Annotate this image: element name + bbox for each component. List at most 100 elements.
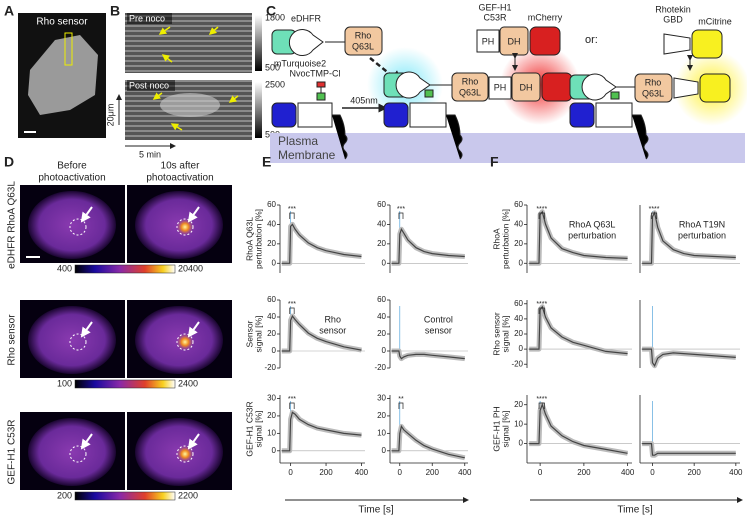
plot-annotation: RhoA T19N xyxy=(679,219,725,229)
row-label: GEF-H1 C53R xyxy=(7,419,18,484)
significance: **** xyxy=(536,301,547,308)
colorbar-label: 2500 xyxy=(265,79,285,89)
y-tick-label: 0 xyxy=(272,446,277,455)
plot-annotation: Rho xyxy=(324,314,341,324)
significance-bracket xyxy=(651,212,658,219)
kymo-label: Post noco xyxy=(129,80,169,90)
error-band xyxy=(391,423,466,461)
significance: *** xyxy=(397,206,405,213)
y-tick-label: 10 xyxy=(514,419,523,428)
x-tick-label: 200 xyxy=(577,468,591,477)
error-band xyxy=(281,409,362,454)
colorbar-label: 2200 xyxy=(178,490,198,500)
construct-label: Rhotekin xyxy=(655,4,691,14)
data-line xyxy=(281,314,362,352)
y-tick-label: 20 xyxy=(377,329,386,338)
y-axis-label: perturbation [%] xyxy=(253,209,263,269)
y-tick-label: 40 xyxy=(377,220,386,229)
construct-label: Q63L xyxy=(352,41,374,51)
roi xyxy=(69,445,87,463)
construct-label: DH xyxy=(520,82,533,92)
y-tick-label: 40 xyxy=(514,220,523,229)
light-label: 405nm xyxy=(350,95,378,105)
row-label: Rho sensor xyxy=(7,314,18,366)
arrow xyxy=(80,206,93,223)
scale-label: 20μm xyxy=(105,104,115,127)
label-bg xyxy=(127,13,172,24)
y-tick-label: -20 xyxy=(264,363,276,372)
data-line xyxy=(391,350,465,360)
y-axis-label: perturbation [%] xyxy=(500,209,510,269)
kymo-label: Pre noco xyxy=(129,13,165,23)
y-tick-label: 60 xyxy=(514,299,523,308)
y-tick-label: 0 xyxy=(382,446,387,455)
y-tick-label: 10 xyxy=(377,428,386,437)
significance-bracket xyxy=(398,402,404,409)
data-line xyxy=(281,411,362,452)
hotspot xyxy=(176,218,194,236)
y-tick-label: -20 xyxy=(511,359,523,368)
panel-e: E Time [s] xyxy=(262,154,469,516)
panel-letter: C xyxy=(266,3,276,19)
x-axis-label: Time [s] xyxy=(617,505,652,516)
image-label: Rho sensor xyxy=(36,17,88,28)
data-line xyxy=(642,443,736,456)
or-label: or: xyxy=(585,34,598,46)
construct-label: DH xyxy=(508,36,521,46)
arrow xyxy=(80,433,93,450)
plot-annotation: perturbation xyxy=(568,230,616,240)
arrow xyxy=(187,206,200,223)
membrane xyxy=(270,133,745,163)
y-axis-label: signal [%] xyxy=(253,411,263,448)
y-tick-label: 20 xyxy=(377,411,386,420)
colorbar xyxy=(255,82,262,138)
x-tick-label: 200 xyxy=(687,468,701,477)
significance-bracket xyxy=(289,402,295,409)
cell-signal xyxy=(28,306,116,374)
x-tick-label: 400 xyxy=(458,468,472,477)
arrow xyxy=(187,321,200,338)
plot-annotation: sensor xyxy=(319,325,346,335)
plot-annotation: Control xyxy=(424,314,453,324)
y-tick-label: 20 xyxy=(267,329,276,338)
arrow xyxy=(187,433,200,450)
roi xyxy=(176,218,194,236)
roi xyxy=(176,445,194,463)
hotspot xyxy=(176,445,194,463)
significance: *** xyxy=(288,396,296,403)
significance: ** xyxy=(398,396,404,403)
colorbar xyxy=(74,491,176,501)
x-tick-label: 0 xyxy=(288,468,293,477)
panel-c: C Plasma Membrane xyxy=(266,2,747,163)
data-line xyxy=(529,402,628,454)
plot-annotation: RhoA Q63L xyxy=(569,219,616,229)
y-tick-label: 30 xyxy=(267,394,276,403)
panel-a: A Rho sensor xyxy=(4,3,106,138)
colorbar xyxy=(74,379,176,389)
y-tick-label: 20 xyxy=(267,411,276,420)
panel-b: B Pre noco Post noco 1800 500 2500 500 2… xyxy=(105,3,285,160)
panel-letter: E xyxy=(262,154,271,170)
y-tick-label: 20 xyxy=(514,239,523,248)
significance: **** xyxy=(536,206,547,213)
colorbar xyxy=(255,15,262,71)
cell xyxy=(28,35,98,115)
x-tick-label: 400 xyxy=(355,468,369,477)
y-tick-label: 0 xyxy=(272,346,277,355)
panel-letter: F xyxy=(490,154,499,170)
y-axis-label: GEF-H1 PH xyxy=(491,406,501,451)
construct-label: Q63L xyxy=(459,87,481,97)
panel-d: D Before photoactivation 10s after photo… xyxy=(4,154,232,501)
colorbar-label: 400 xyxy=(57,263,72,273)
significance-bracket xyxy=(289,307,295,314)
scale-label: 5 min xyxy=(139,149,161,159)
significance: **** xyxy=(536,396,547,403)
panel-f: F Time [s] xyxy=(490,154,743,516)
y-tick-label: 60 xyxy=(267,295,276,304)
significance: **** xyxy=(649,206,660,213)
constructs xyxy=(271,26,731,160)
construct-label: mCitrine xyxy=(698,16,732,26)
construct-label: GEF-H1 xyxy=(478,2,511,12)
x-tick-label: 0 xyxy=(538,468,543,477)
